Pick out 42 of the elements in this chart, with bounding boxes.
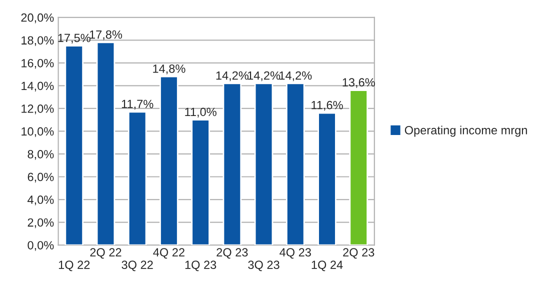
x-tick-label: 3Q 22 bbox=[122, 260, 153, 272]
data-label: 17,5% bbox=[58, 34, 90, 44]
data-label: 11,0% bbox=[185, 108, 216, 118]
bar bbox=[349, 90, 368, 246]
y-tick-label: 10,0% bbox=[22, 127, 54, 138]
x-tick-label: 1Q 23 bbox=[185, 260, 216, 272]
x-tick-label: 3Q 23 bbox=[248, 260, 280, 272]
y-tick-label: 0,0% bbox=[28, 241, 54, 251]
y-tick-label: 16,0% bbox=[22, 58, 54, 69]
bar bbox=[160, 76, 178, 246]
y-tick-label: 18,0% bbox=[22, 36, 54, 46]
y-tick-label: 4,0% bbox=[28, 196, 54, 206]
data-label: 17,8% bbox=[90, 30, 122, 40]
legend-label: Operating income mrgn bbox=[404, 126, 527, 137]
x-tick-label: 4Q 23 bbox=[280, 248, 311, 259]
bar bbox=[254, 82, 274, 246]
bar bbox=[64, 45, 84, 246]
x-tick-label: 1Q 24 bbox=[312, 260, 343, 272]
y-tick-label: 2,0% bbox=[28, 218, 54, 228]
data-label: 11,7% bbox=[122, 100, 154, 110]
data-label: 14,2% bbox=[216, 71, 248, 82]
y-tick-label: 14,0% bbox=[22, 82, 54, 92]
bar bbox=[128, 111, 147, 246]
bar bbox=[96, 42, 116, 246]
data-label: 13,6% bbox=[342, 78, 375, 88]
x-tick-label: 2Q 23 bbox=[216, 248, 248, 259]
data-label: 14,8% bbox=[153, 64, 186, 74]
x-tick-label: 2Q 23 bbox=[343, 248, 374, 259]
y-tick-label: 8,0% bbox=[28, 150, 54, 160]
y-tick-label: 20,0% bbox=[21, 13, 54, 24]
x-tick-label: 1Q 22 bbox=[58, 260, 90, 272]
bar bbox=[318, 112, 336, 246]
data-label: 14,2% bbox=[248, 71, 280, 82]
y-tick-label: 6,0% bbox=[28, 172, 54, 183]
data-label: 11,6% bbox=[312, 100, 343, 111]
y-tick-label: 12,0% bbox=[22, 104, 54, 114]
data-label: 14,2% bbox=[280, 71, 312, 82]
x-tick-label: 4Q 22 bbox=[153, 248, 184, 259]
bar bbox=[222, 82, 242, 246]
bar bbox=[191, 119, 210, 246]
x-tick-label: 2Q 22 bbox=[90, 248, 122, 259]
bar bbox=[286, 82, 305, 246]
